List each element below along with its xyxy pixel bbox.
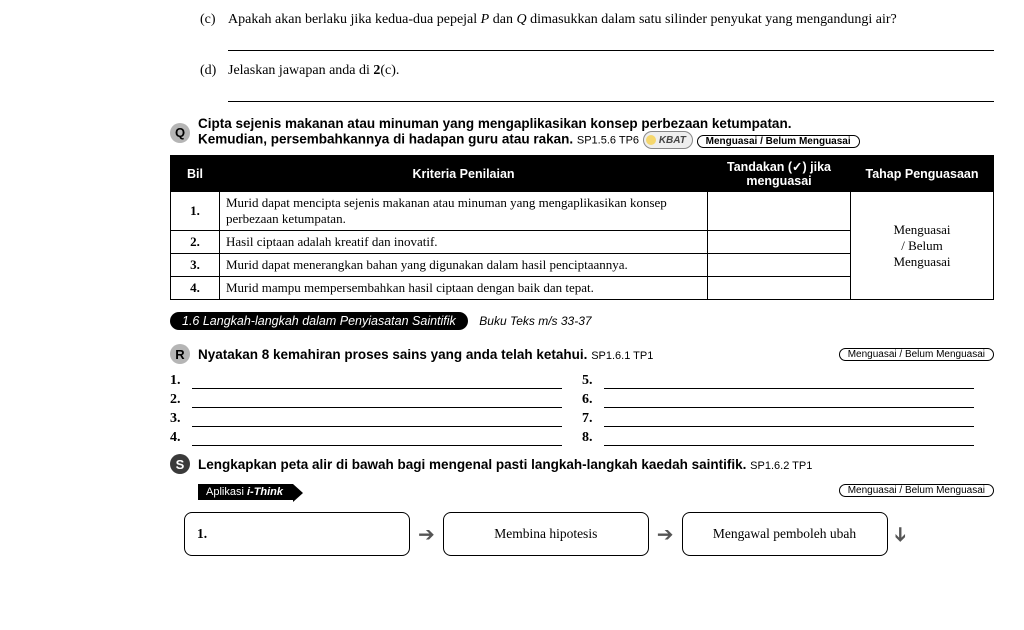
skills-grid: 1. 2. 3. 4. 5. 6. 7. 8. [170, 370, 994, 448]
question-c: (c) Apakah akan berlaku jika kedua-dua p… [200, 12, 994, 28]
mastery-badge-q[interactable]: Menguasai / Belum Menguasai [697, 135, 860, 148]
section-q: Q Cipta sejenis makanan atau minuman yan… [170, 116, 994, 149]
bulb-icon [646, 135, 656, 145]
skill-line[interactable]: 4. [170, 429, 582, 446]
skill-line[interactable]: 1. [170, 372, 582, 389]
tick-cell[interactable] [708, 254, 851, 277]
skill-line[interactable]: 3. [170, 410, 582, 427]
section-s: S Lengkapkan peta alir di bawah bagi men… [170, 454, 994, 474]
answer-line-c[interactable] [228, 32, 994, 51]
col-kriteria: Kriteria Penilaian [220, 156, 708, 192]
tick-cell[interactable] [708, 277, 851, 300]
arrow-icon: ➔ [418, 522, 435, 547]
flowchart: 1. ➔ Membina hipotesis ➔ Mengawal pembol… [180, 512, 994, 556]
q-label: Q [170, 123, 190, 143]
skill-line[interactable]: 2. [170, 391, 582, 408]
arrow-down-icon: ➔ [887, 526, 912, 543]
section-r: R Nyatakan 8 kemahiran proses sains yang… [170, 344, 994, 364]
col-tanda: Tandakan (✓) jika menguasai [708, 156, 851, 192]
flow-box-3: Mengawal pemboleh ubah [682, 512, 888, 556]
marker-d: (d) [200, 63, 228, 79]
mastery-badge-r[interactable]: Menguasai / Belum Menguasai [839, 348, 994, 361]
flow-box-2: Membina hipotesis [443, 512, 649, 556]
skill-line[interactable]: 5. [582, 372, 994, 389]
question-c-text: Apakah akan berlaku jika kedua-dua pepej… [228, 12, 994, 28]
rubric-table: Bil Kriteria Penilaian Tandakan (✓) jika… [170, 155, 994, 300]
tick-cell[interactable] [708, 192, 851, 231]
s-label: S [170, 454, 190, 474]
question-d-text: Jelaskan jawapan anda di 2(c). [228, 63, 994, 79]
r-instruction: Nyatakan 8 kemahiran proses sains yang a… [198, 347, 839, 362]
col-tahap: Tahap Penguasaan [851, 156, 994, 192]
skill-line[interactable]: 6. [582, 391, 994, 408]
s-instruction: Lengkapkan peta alir di bawah bagi menge… [198, 457, 994, 472]
q-instruction: Cipta sejenis makanan atau minuman yang … [198, 116, 994, 149]
r-label: R [170, 344, 190, 364]
level-cell: Menguasai / Belum Menguasai [851, 192, 994, 300]
flow-box-1[interactable]: 1. [184, 512, 410, 556]
ithink-badge: Aplikasi i-Think [198, 484, 293, 500]
skill-line[interactable]: 7. [582, 410, 994, 427]
table-row: 1. Murid dapat mencipta sejenis makanan … [171, 192, 994, 231]
marker-c: (c) [200, 12, 228, 28]
col-bil: Bil [171, 156, 220, 192]
arrow-icon: ➔ [657, 522, 674, 547]
topic-badge: 1.6 Langkah-langkah dalam Penyiasatan Sa… [170, 312, 468, 330]
answer-line-d[interactable] [228, 83, 994, 102]
kbat-badge: KBAT [643, 131, 693, 149]
skill-line[interactable]: 8. [582, 429, 994, 446]
book-ref: Buku Teks m/s 33-37 [479, 314, 591, 328]
question-d: (d) Jelaskan jawapan anda di 2(c). [200, 63, 994, 79]
tick-cell[interactable] [708, 231, 851, 254]
mastery-badge-s[interactable]: Menguasai / Belum Menguasai [839, 484, 994, 497]
